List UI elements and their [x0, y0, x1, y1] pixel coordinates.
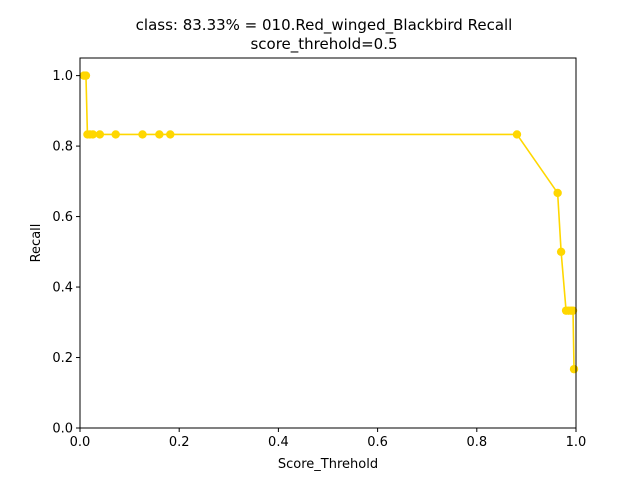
data-point [95, 130, 105, 139]
x-axis-label: Score_Threhold [278, 457, 378, 472]
x-tick-label: 0.0 [70, 435, 91, 450]
data-point [568, 306, 578, 315]
data-point [556, 247, 566, 257]
chart-subtitle: score_threhold=0.5 [250, 35, 397, 54]
x-tick-label: 0.4 [268, 435, 289, 450]
data-point [155, 130, 164, 139]
y-tick-label: 0.4 [52, 281, 73, 296]
plot-frame [79, 57, 577, 429]
data-point [512, 130, 522, 139]
chart-title: class: 83.33% = 010.Red_winged_Blackbird… [136, 16, 513, 35]
data-point [88, 130, 98, 139]
x-tick-label: 0.6 [367, 435, 388, 450]
x-tick-label: 0.8 [466, 435, 487, 450]
y-tick-label: 0.2 [52, 351, 73, 366]
x-axis-ticks: 0.0 0.2 0.4 0.6 0.8 1.0 [70, 428, 587, 450]
y-axis-label: Recall [29, 224, 44, 263]
plot-area [80, 58, 576, 428]
x-tick-label: 1.0 [566, 435, 587, 450]
y-axis-ticks: 0.0 0.2 0.4 0.6 0.8 1.0 [52, 69, 80, 437]
y-tick-label: 0.0 [52, 422, 73, 437]
data-point [569, 364, 579, 374]
data-point [111, 130, 120, 139]
y-tick-label: 0.8 [52, 140, 73, 155]
y-tick-label: 1.0 [52, 69, 73, 84]
x-tick-label: 0.2 [169, 435, 190, 450]
data-point [138, 130, 147, 139]
data-point [553, 188, 562, 198]
data-point [81, 71, 91, 80]
series-layer [79, 71, 579, 374]
plot-background [80, 58, 576, 428]
data-point [166, 130, 175, 139]
y-tick-label: 0.6 [52, 210, 73, 225]
